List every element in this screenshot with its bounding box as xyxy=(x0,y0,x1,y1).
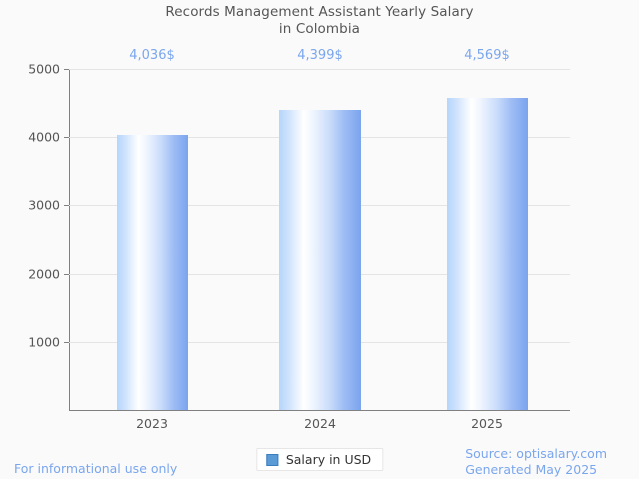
generated-line: Generated May 2025 xyxy=(465,462,598,477)
source-line: Source: optisalary.com xyxy=(465,446,607,461)
tick-mark-3000 xyxy=(64,205,69,207)
legend-label-salary: Salary in USD xyxy=(285,452,372,467)
value-label-2025: 4,569$ xyxy=(464,48,510,63)
tick-mark-4000 xyxy=(64,137,69,139)
x-tick-label-2023: 2023 xyxy=(136,416,168,431)
x-tick-label-2025: 2025 xyxy=(471,416,503,431)
tick-mark-1000 xyxy=(64,341,69,343)
tick-mark-5000 xyxy=(64,69,69,70)
value-label-2023: 4,036$ xyxy=(129,48,175,63)
tick-mark-2000 xyxy=(64,273,69,275)
bar-2025[interactable] xyxy=(447,98,528,410)
y-tick-label-4000: 4000 xyxy=(28,129,60,145)
y-axis-line xyxy=(69,69,70,411)
gridline-5000 xyxy=(69,69,570,70)
y-tick-label-2000: 2000 xyxy=(28,266,60,282)
y-tick-label-3000: 3000 xyxy=(28,197,60,213)
y-tick-label-1000: 1000 xyxy=(28,334,60,350)
value-label-2024: 4,399$ xyxy=(297,48,343,63)
chart-title-line-2: in Colombia xyxy=(278,21,361,37)
bar-2024[interactable] xyxy=(279,110,361,410)
disclaimer-text: For informational use only xyxy=(14,461,178,476)
source-attribution: Source: optisalary.com Generated May 202… xyxy=(465,446,607,478)
plot-area: 5000 4000 3000 2000 1000 xyxy=(28,62,570,410)
bar-2023[interactable] xyxy=(117,134,188,410)
x-tick-label-2024: 2024 xyxy=(304,416,336,431)
chart-legend[interactable]: Salary in USD xyxy=(255,448,384,471)
y-tick-label-5000: 5000 xyxy=(28,61,60,77)
x-axis-line xyxy=(69,410,570,411)
chart-title: Records Management Assistant Yearly Sala… xyxy=(0,4,639,38)
legend-swatch-icon xyxy=(265,453,278,466)
chart-title-line-1: Records Management Assistant Yearly Sala… xyxy=(165,4,474,20)
